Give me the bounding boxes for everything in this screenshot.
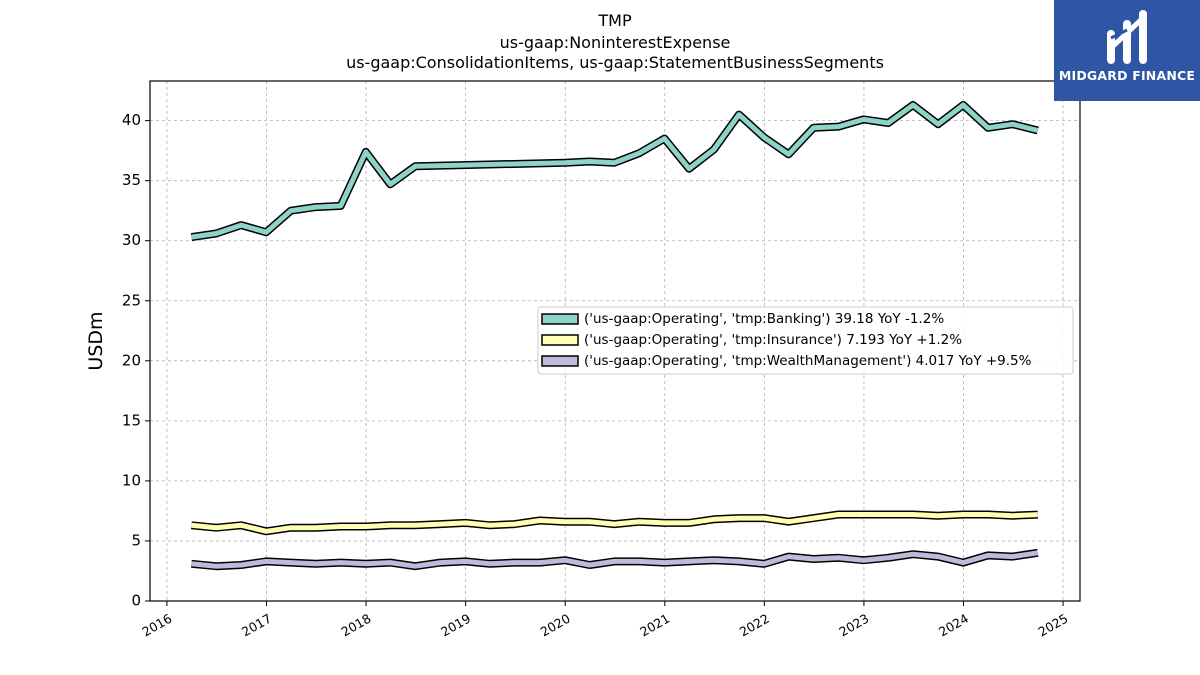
series-line: [191, 512, 1038, 534]
chart-title: TMP us-gaap:NoninterestExpense us-gaap:C…: [346, 11, 884, 72]
y-tick-label: 35: [122, 171, 141, 189]
x-tick-label: 2017: [239, 611, 274, 640]
title-line-2: us-gaap:NoninterestExpense: [500, 33, 731, 52]
y-axis-label: USDm: [85, 311, 107, 370]
x-tick-label: 2018: [339, 611, 374, 640]
x-tick-label: 2016: [139, 611, 174, 640]
y-tick-label: 15: [122, 411, 141, 429]
x-tick-label: 2022: [737, 611, 772, 640]
y-tick-label: 20: [122, 351, 141, 369]
series-line: [191, 102, 1039, 240]
y-tick-label: 30: [122, 231, 141, 249]
title-line-3: us-gaap:ConsolidationItems, us-gaap:Stat…: [346, 53, 884, 72]
legend-swatch: [541, 334, 579, 346]
x-tick-label: 2019: [438, 611, 473, 640]
legend: ('us-gaap:Operating', 'tmp:Banking') 39.…: [537, 306, 1074, 375]
title-line-1: TMP: [597, 11, 632, 30]
legend-entry: ('us-gaap:Operating', 'tmp:Banking') 39.…: [584, 311, 944, 327]
midgard-finance-logo: MIDGARD FINANCE: [1054, 0, 1200, 101]
y-tick-label: 10: [122, 471, 141, 489]
series-line-outline: [190, 101, 1039, 242]
x-tick-label: 2020: [538, 611, 573, 640]
y-tick-label: 25: [122, 291, 141, 309]
y-tick-label: 0: [131, 592, 141, 610]
y-tick-label: 40: [122, 111, 141, 129]
x-tick-label: 2025: [1036, 611, 1071, 640]
series-line: [191, 550, 1039, 569]
legend-swatch: [541, 355, 579, 367]
x-tick-label: 2024: [936, 611, 971, 640]
x-tick-label: 2023: [836, 611, 871, 640]
x-tick-label: 2021: [637, 611, 672, 640]
legend-entry: ('us-gaap:Operating', 'tmp:Insurance') 7…: [584, 332, 962, 348]
legend-box: [537, 306, 1074, 375]
logo-mark-icon: [1107, 10, 1147, 64]
y-tick-label: 5: [131, 531, 141, 549]
legend-swatch: [541, 313, 579, 325]
x-axis: 2016 2017 2018 2019 2020 2021 2022 2023 2024 2025: [139, 601, 1071, 640]
logo-text: MIDGARD FINANCE: [1058, 68, 1196, 83]
series-lines: [190, 101, 1039, 571]
legend-entry: ('us-gaap:Operating', 'tmp:WealthManagem…: [584, 353, 1032, 369]
plot-area-frame: [149, 80, 1081, 602]
y-axis: 0 5 10 15 20 25 30 35 40: [122, 111, 150, 610]
